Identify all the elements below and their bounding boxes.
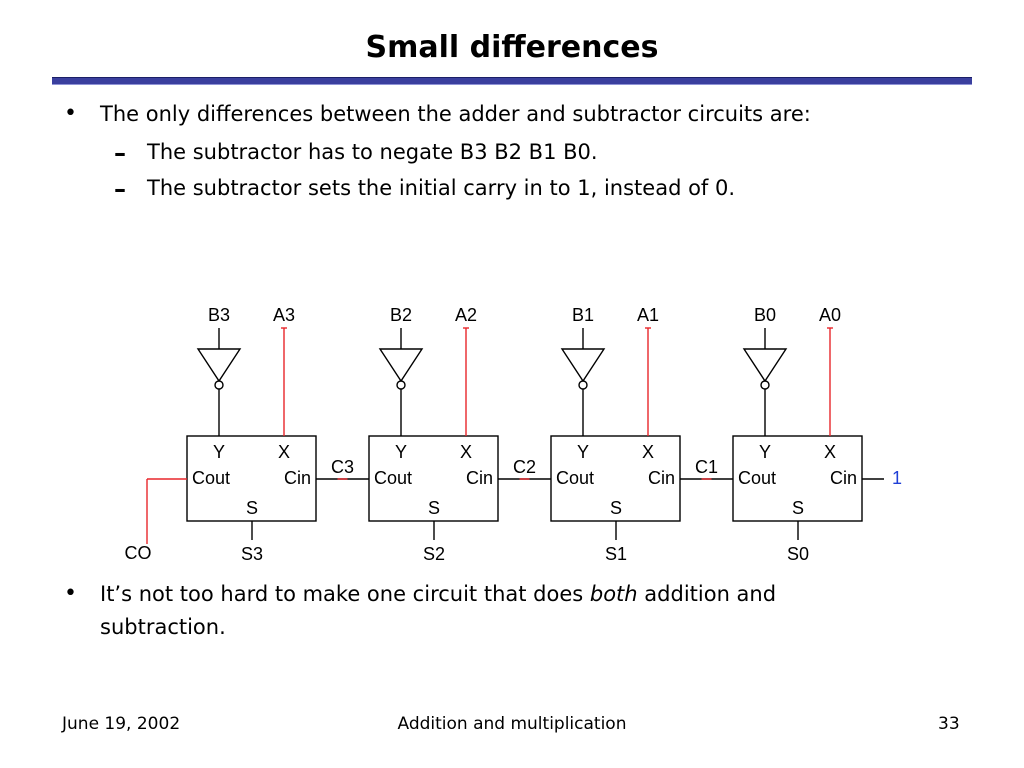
carry-in-label: Cin	[830, 468, 857, 488]
full-adder-box	[732, 435, 863, 522]
carry-in-value: 1	[892, 468, 902, 488]
inverter-bubble	[396, 380, 406, 390]
input-x-label: X	[824, 442, 836, 462]
sum-output-label: S0	[787, 544, 809, 564]
bullet-text: The only differences between the adder a…	[100, 102, 811, 126]
carry-label: C2	[513, 457, 536, 477]
b-input-label: B2	[390, 305, 412, 325]
inverter-bubble	[214, 380, 224, 390]
b-input-label: B1	[572, 305, 594, 325]
sum-port-label: S	[246, 498, 258, 518]
slide-title: Small differences	[365, 30, 659, 65]
carry-in-label: Cin	[648, 468, 675, 488]
a-input-label: A1	[637, 305, 659, 325]
input-x-label: X	[278, 442, 290, 462]
sum-output-label: S2	[423, 544, 445, 564]
bullet-text: It’s not too hard to make one circuit th…	[100, 578, 776, 610]
sub-bullet-text: The subtractor sets the initial carry in…	[147, 176, 736, 200]
sum-port-label: S	[428, 498, 440, 518]
sum-output-label: S3	[241, 544, 263, 564]
carry-in-label: Cin	[284, 468, 311, 488]
a-input-label: A3	[273, 305, 295, 325]
title-divider	[52, 77, 972, 85]
carry-in-label: Cin	[466, 468, 493, 488]
inverter-bubble	[760, 380, 770, 390]
bullet-text-part: It’s not too hard to make one circuit th…	[100, 582, 590, 606]
b-input-label: B0	[754, 305, 776, 325]
footer-topic: Addition and multiplication	[397, 714, 627, 734]
carry-label: C1	[695, 457, 718, 477]
bullet-text-continued: subtraction.	[100, 615, 226, 639]
carry-out-label: Cout	[374, 468, 412, 488]
carry-out-label: Cout	[738, 468, 776, 488]
carry-out-label: Cout	[556, 468, 594, 488]
carry-out-label: Cout	[192, 468, 230, 488]
carry-label: C3	[331, 457, 354, 477]
page-number: 33	[938, 714, 960, 734]
input-y-label: Y	[213, 442, 225, 462]
sum-port-label: S	[792, 498, 804, 518]
input-y-label: Y	[759, 442, 771, 462]
sum-port-label: S	[610, 498, 622, 518]
input-y-label: Y	[395, 442, 407, 462]
inverter-triangle	[196, 348, 242, 383]
sub-bullet-text: The subtractor has to negate B3 B2 B1 B0…	[147, 140, 598, 164]
dash-marker: –	[114, 139, 126, 167]
inverter-bubble	[578, 380, 588, 390]
bullet-text-part: addition and	[637, 582, 777, 606]
sum-output-label: S1	[605, 544, 627, 564]
footer-date: June 19, 2002	[62, 714, 181, 734]
input-y-label: Y	[577, 442, 589, 462]
inverter-triangle	[560, 348, 606, 383]
full-adder-box	[186, 435, 317, 522]
a-input-label: A0	[819, 305, 841, 325]
bullet-marker: •	[64, 101, 77, 126]
input-x-label: X	[642, 442, 654, 462]
bullet-marker: •	[64, 581, 77, 606]
emphasis-text: both	[589, 582, 638, 606]
carry-out-value: CO	[125, 543, 152, 563]
input-x-label: X	[460, 442, 472, 462]
dash-marker: –	[114, 175, 126, 203]
b-input-label: B3	[208, 305, 230, 325]
inverter-triangle	[742, 348, 788, 383]
a-input-label: A2	[455, 305, 477, 325]
full-adder-box	[550, 435, 681, 522]
full-adder-box	[368, 435, 499, 522]
inverter-triangle	[378, 348, 424, 383]
